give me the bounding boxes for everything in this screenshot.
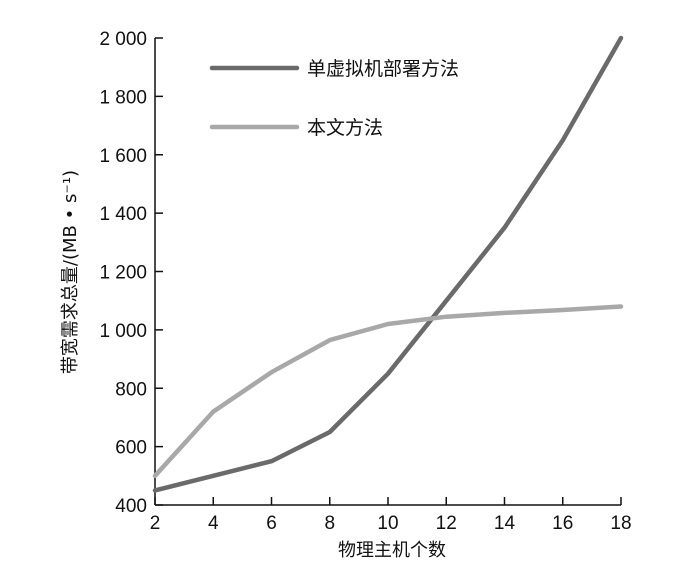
- y-tick-label: 800: [115, 379, 147, 400]
- y-tick-label: 1 600: [99, 146, 147, 167]
- x-tick-label: 16: [552, 513, 573, 534]
- y-tick-label: 2 000: [99, 29, 147, 50]
- x-tick-label: 18: [610, 513, 631, 534]
- y-tick-label: 400: [115, 496, 147, 517]
- y-axis-title: 带宽需求总量/(MB • s⁻¹): [60, 170, 81, 374]
- x-tick-label: 10: [377, 513, 398, 534]
- y-tick-label: 1 200: [99, 263, 147, 284]
- y-tick-label: 600: [115, 438, 147, 459]
- x-tick-label: 12: [436, 513, 457, 534]
- x-tick-label: 6: [266, 513, 277, 534]
- x-tick-label: 4: [208, 513, 219, 534]
- x-tick-label: 14: [494, 513, 516, 534]
- legend-label-1: 单虚拟机部署方法: [307, 58, 459, 80]
- y-tick-label: 1 400: [99, 204, 147, 225]
- y-tick-label: 1 000: [99, 321, 147, 342]
- series-line-2: [152, 304, 624, 479]
- legend-label-2: 本文方法: [307, 117, 383, 139]
- y-tick-label: 1 800: [99, 87, 147, 108]
- x-tick-label: 8: [324, 513, 335, 534]
- series-line-1: [152, 35, 624, 493]
- x-axis-title: 物理主机个数: [338, 540, 446, 561]
- x-tick-label: 2: [150, 513, 161, 534]
- series-layer: [152, 35, 624, 493]
- axes: 400 600 800 1 000 1 200 1 400 1 600 1 800 2 000 2…: [99, 29, 631, 534]
